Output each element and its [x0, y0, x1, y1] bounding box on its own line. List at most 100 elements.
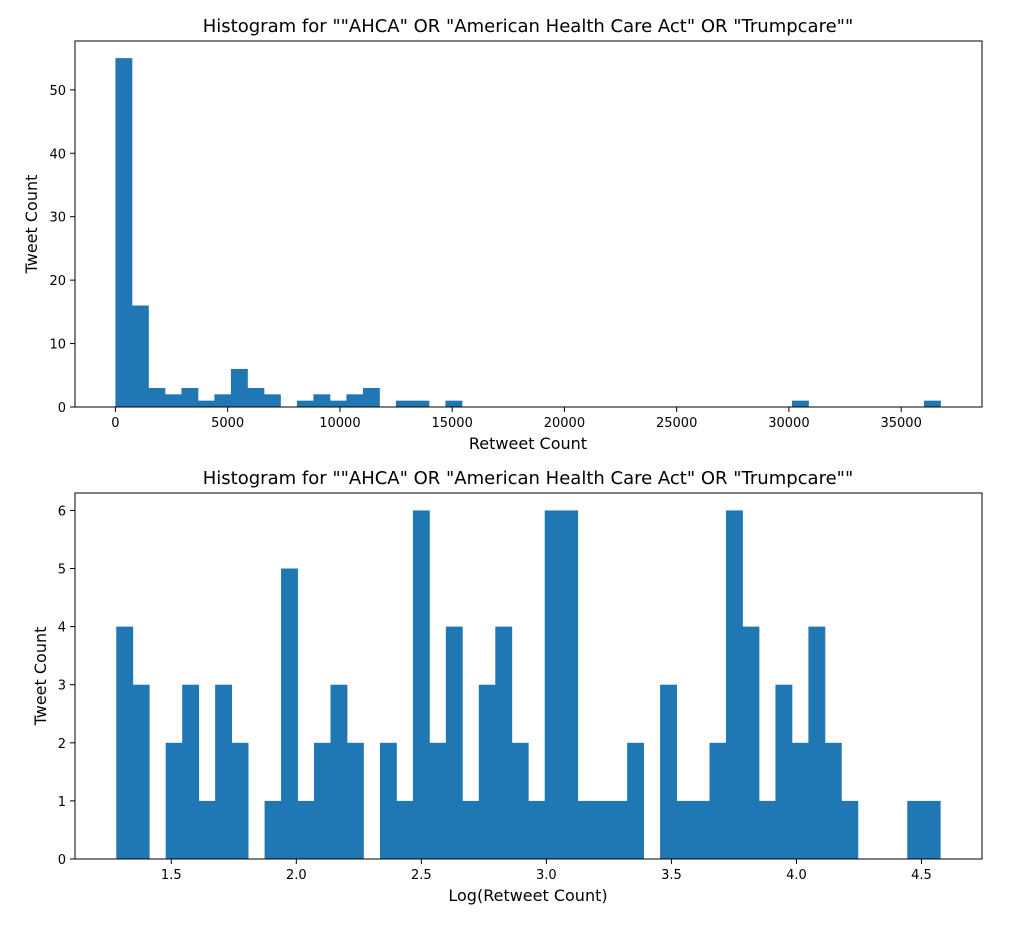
x-tick-label: 4.0	[786, 868, 807, 883]
histogram-bar	[544, 510, 562, 859]
y-tick-label: 0	[58, 853, 66, 868]
histogram-bar	[164, 394, 182, 407]
histogram-bar	[165, 742, 183, 859]
histogram-bar	[462, 800, 480, 859]
histogram-bar	[561, 510, 579, 859]
histogram-bar	[197, 400, 215, 407]
histogram-bar	[247, 387, 265, 407]
histogram-bar	[116, 626, 134, 859]
y-tick-label: 4	[58, 621, 66, 636]
histogram-bar	[660, 684, 677, 859]
histogram-bar	[412, 400, 430, 407]
histogram-bar	[841, 800, 859, 859]
x-tick-label: 0	[111, 416, 119, 431]
histogram-bar	[594, 800, 612, 859]
y-tick-label: 40	[49, 147, 66, 162]
x-tick-label: 3.0	[536, 868, 557, 883]
x-tick-label: 30000	[768, 416, 809, 431]
histogram-bar	[445, 626, 463, 859]
x-tick-label: 3.5	[661, 868, 682, 883]
histogram-bar	[445, 400, 463, 407]
histogram-retweet-count: Histogram for ""AHCA" OR "American Healt…	[22, 16, 983, 453]
y-axis-label: Tweet Count	[31, 627, 50, 727]
histogram-bar	[230, 368, 248, 407]
chart-title: Histogram for ""AHCA" OR "American Healt…	[203, 468, 853, 489]
histogram-bar	[791, 400, 809, 407]
chart-title: Histogram for ""AHCA" OR "American Healt…	[203, 16, 853, 37]
histogram-bar	[923, 800, 941, 859]
x-tick-label: 5000	[211, 416, 244, 431]
x-axis-label: Retweet Count	[469, 434, 587, 453]
histogram-bar	[181, 387, 199, 407]
histogram-bar	[709, 742, 727, 859]
histogram-bar	[726, 510, 743, 859]
histogram-bar	[148, 387, 166, 407]
histogram-bar	[528, 800, 546, 859]
histogram-bar	[907, 800, 925, 859]
histogram-bar	[693, 800, 710, 859]
y-tick-label: 30	[49, 211, 66, 226]
histogram-bar	[824, 742, 842, 859]
histogram-bar	[131, 305, 149, 407]
y-tick-label: 20	[49, 274, 66, 289]
histogram-bar	[346, 394, 364, 407]
plot-frame	[74, 40, 983, 408]
histogram-bar	[775, 684, 793, 859]
histogram-bar	[511, 742, 529, 859]
y-tick-label: 50	[49, 84, 66, 99]
x-tick-label: 20000	[544, 416, 585, 431]
bars	[115, 58, 941, 407]
x-tick-label: 10000	[319, 416, 360, 431]
histogram-bar	[412, 510, 430, 859]
bars	[116, 510, 941, 859]
histogram-bar	[429, 742, 447, 859]
histogram-bar	[214, 394, 232, 407]
histogram-bar	[676, 800, 694, 859]
y-tick-label: 10	[49, 338, 66, 353]
histogram-bar	[808, 626, 826, 859]
y-axis-label: Tweet Count	[22, 175, 41, 275]
x-tick-label: 35000	[880, 416, 921, 431]
histogram-bar	[330, 684, 348, 859]
histogram-bar	[314, 742, 331, 859]
histogram-bar	[215, 684, 233, 859]
histogram-bar	[198, 800, 216, 859]
x-tick-label: 4.5	[911, 868, 932, 883]
histogram-bar	[923, 400, 941, 407]
histogram-bar	[263, 394, 281, 407]
histogram-bar	[362, 387, 380, 407]
plot-frame	[74, 492, 983, 860]
histogram-bar	[610, 800, 628, 859]
x-tick-label: 1.5	[161, 868, 182, 883]
histogram-bar	[297, 800, 315, 859]
histogram-bar	[396, 800, 414, 859]
y-tick-label: 6	[58, 504, 66, 519]
y-tick-label: 1	[58, 795, 66, 810]
histogram-bar	[329, 400, 347, 407]
histogram-bar	[313, 394, 331, 407]
histogram-bar	[758, 800, 776, 859]
histogram-log-retweet-count: Histogram for ""AHCA" OR "American Healt…	[31, 468, 983, 905]
histogram-bar	[577, 800, 595, 859]
histogram-bar	[132, 684, 150, 859]
histogram-bar	[742, 626, 760, 859]
histogram-bar	[281, 568, 298, 859]
histogram-bar	[264, 800, 282, 859]
histogram-bar	[379, 742, 397, 859]
histogram-bar	[115, 58, 133, 407]
y-tick-label: 3	[58, 679, 66, 694]
histogram-bar	[231, 742, 249, 859]
histogram-bar	[346, 742, 364, 859]
x-tick-label: 25000	[656, 416, 697, 431]
x-axis-label: Log(Retweet Count)	[448, 886, 607, 905]
y-tick-label: 5	[58, 563, 66, 578]
histogram-bar	[478, 684, 496, 859]
histogram-bar	[791, 742, 809, 859]
x-tick-label: 15000	[431, 416, 472, 431]
histogram-bar	[627, 742, 645, 859]
x-tick-label: 2.0	[286, 868, 307, 883]
histogram-bar	[182, 684, 200, 859]
x-tick-label: 2.5	[411, 868, 432, 883]
histogram-bar	[395, 400, 413, 407]
